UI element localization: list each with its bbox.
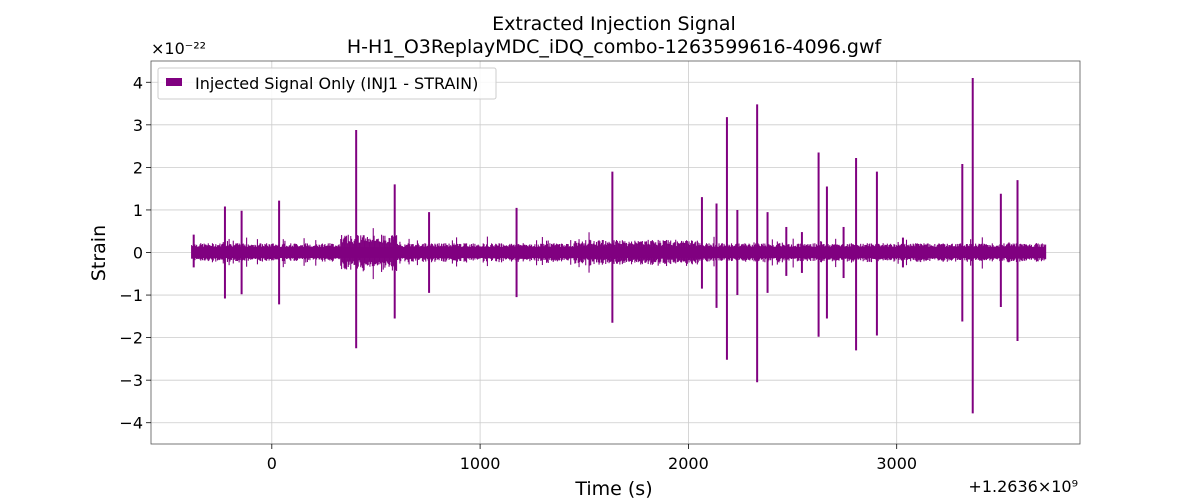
legend-box xyxy=(157,67,497,100)
x-offset-label: +1.2636×10⁹ xyxy=(968,477,1078,496)
chart-subtitle: H-H1_O3ReplayMDC_iDQ_combo-1263599616-40… xyxy=(347,36,883,58)
y-tick-label: −2 xyxy=(119,329,143,348)
y-axis-label: Strain xyxy=(88,225,110,281)
y-axis-ticks: −4 −3 −2 −1 0 1 2 3 4 xyxy=(119,73,151,433)
signal-bursts xyxy=(191,228,1047,280)
x-tick-label: 3000 xyxy=(876,454,917,473)
chart-title: Extracted Injection Signal xyxy=(492,13,736,35)
x-tick-label: 0 xyxy=(267,454,277,473)
y-tick-label: 4 xyxy=(133,73,143,92)
signal-spikes xyxy=(192,78,1019,414)
y-tick-label: 0 xyxy=(133,244,143,263)
x-tick-label: 2000 xyxy=(668,454,709,473)
y-tick-label: −1 xyxy=(119,286,143,305)
legend-swatch xyxy=(166,78,182,86)
x-tick-label: 1000 xyxy=(460,454,501,473)
legend: Injected Signal Only (INJ1 - STRAIN) xyxy=(157,67,497,100)
y-tick-label: 3 xyxy=(133,116,143,135)
x-axis-label: Time (s) xyxy=(574,478,652,500)
legend-label: Injected Signal Only (INJ1 - STRAIN) xyxy=(195,74,478,93)
y-tick-label: 2 xyxy=(133,158,143,177)
x-axis-ticks: 0 1000 2000 3000 xyxy=(267,444,917,473)
y-tick-label: 1 xyxy=(133,201,143,220)
y-tick-label: −4 xyxy=(119,414,143,433)
y-tick-label: −3 xyxy=(119,371,143,390)
y-exponent-label: ×10⁻²² xyxy=(151,39,206,58)
